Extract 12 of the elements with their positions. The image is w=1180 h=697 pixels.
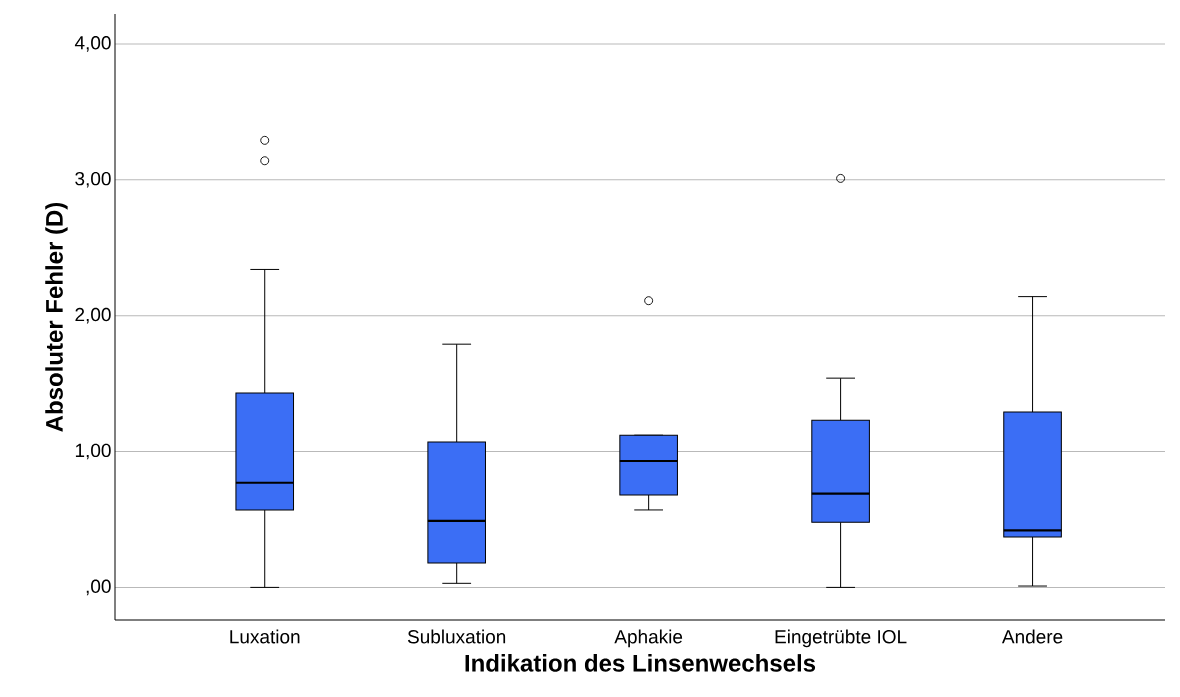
y-tick-label: 3,00 xyxy=(75,171,111,188)
y-tick-label: ,00 xyxy=(86,579,111,596)
x-tick-label: Aphakie xyxy=(614,629,683,648)
y-tick-label: 2,00 xyxy=(75,307,111,324)
y-tick-label: 1,00 xyxy=(75,443,111,460)
x-tick-label: Luxation xyxy=(230,629,300,644)
x-tick-label: Andere xyxy=(1001,629,1063,644)
y-tick-label: 4,00 xyxy=(74,36,111,52)
y-axis-title: Absoluter Fehler (D) xyxy=(45,202,68,432)
x-tick-label: Subluxation xyxy=(407,629,506,644)
x-axis-title: Indikation des Linsenwechsels xyxy=(465,654,816,672)
x-tick-label: Eingetrübte IOL xyxy=(775,629,907,648)
